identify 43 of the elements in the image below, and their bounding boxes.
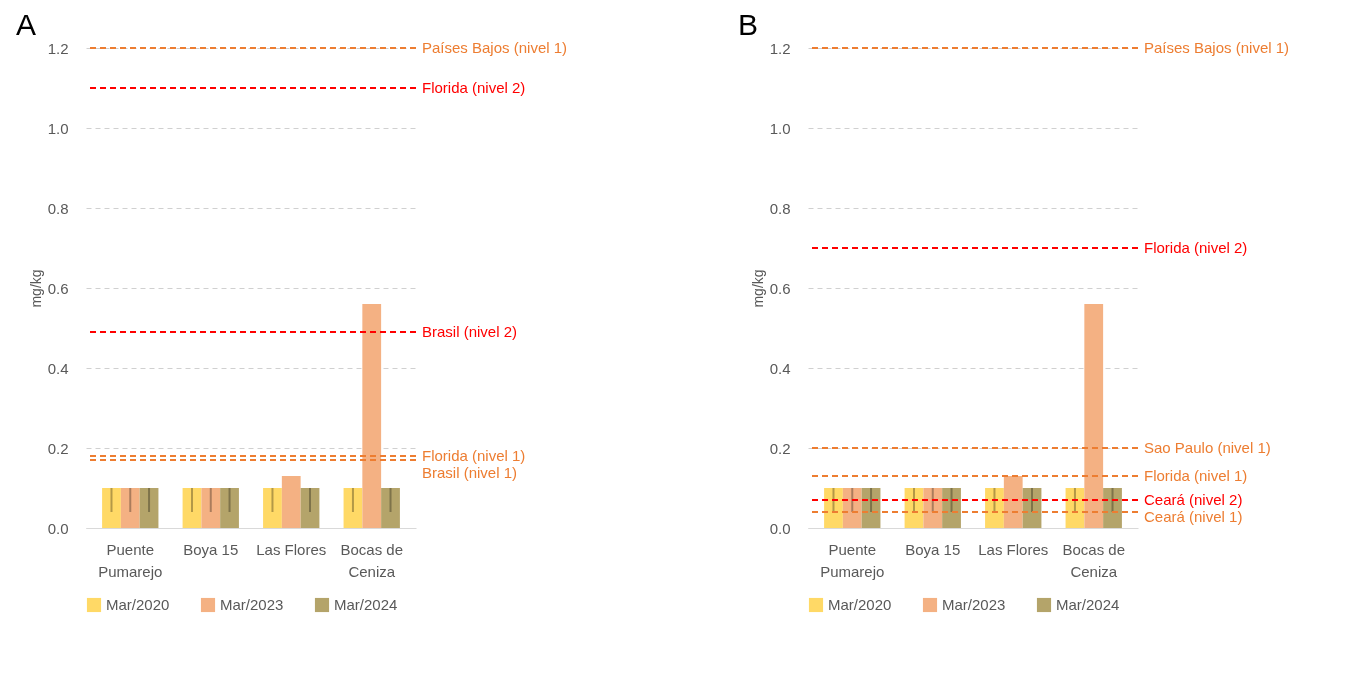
legend-label: Mar/2023 (942, 596, 1006, 613)
ref-line-label: Ceará (nivel 2) (1144, 491, 1243, 508)
chart-title: A (16, 8, 37, 41)
legend-label: Mar/2020 (828, 596, 892, 613)
ref-line-label: Sao Paulo (nivel 1) (1144, 439, 1271, 456)
y-tick-label: 0.6 (769, 279, 791, 297)
y-tick-label: 1.0 (47, 119, 69, 137)
y-tick-label: 0.0 (769, 519, 791, 537)
y-tick-label: 0.8 (47, 199, 69, 217)
y-tick-label: 0.2 (769, 439, 791, 457)
ref-line-label: Florida (nivel 2) (1144, 239, 1248, 256)
ref-line-label: Ceará (nivel 1) (1144, 508, 1243, 525)
ref-line-label: Brasil (nivel 1) (422, 464, 518, 481)
legend-label: Mar/2024 (1056, 596, 1120, 613)
y-axis-title: mg/kg (27, 269, 44, 308)
x-tick-label: Las Flores (256, 540, 327, 558)
ref-line-label: Florida (nivel 2) (422, 79, 526, 96)
y-tick-label: 1.2 (47, 39, 69, 57)
ref-line-label: Florida (nivel 1) (422, 447, 526, 464)
y-tick-label: 1.2 (769, 39, 791, 57)
x-tick-label: Puente Pumarejo (820, 540, 885, 580)
ref-line-label: Países Bajos (nivel 1) (422, 39, 568, 56)
ref-line-label: Florida (nivel 1) (1144, 467, 1248, 484)
x-tick-label: Bocas de Ceniza (1062, 540, 1126, 580)
y-tick-label: 0.8 (769, 199, 791, 217)
x-tick-label: Boya 15 (183, 540, 239, 558)
x-tick-label: Puente Pumarejo (98, 540, 163, 580)
legend-label: Mar/2020 (106, 596, 170, 613)
y-tick-label: 0.2 (47, 439, 69, 457)
y-tick-label: 0.6 (47, 279, 69, 297)
y-axis-title: mg/kg (749, 269, 766, 308)
y-tick-label: 0.0 (47, 519, 69, 537)
ref-line-label: Brasil (nivel 2) (422, 323, 518, 340)
y-tick-label: 1.0 (769, 119, 791, 137)
legend-label: Mar/2023 (220, 596, 284, 613)
legend-label: Mar/2024 (334, 596, 398, 613)
ref-line-label: Países Bajos (nivel 1) (1144, 39, 1290, 56)
x-tick-label: Boya 15 (905, 540, 961, 558)
y-tick-label: 0.4 (47, 359, 69, 377)
x-tick-label: Bocas de Ceniza (340, 540, 404, 580)
x-tick-label: Las Flores (978, 540, 1049, 558)
y-tick-label: 0.4 (769, 359, 791, 377)
chart-title: B (738, 8, 759, 41)
